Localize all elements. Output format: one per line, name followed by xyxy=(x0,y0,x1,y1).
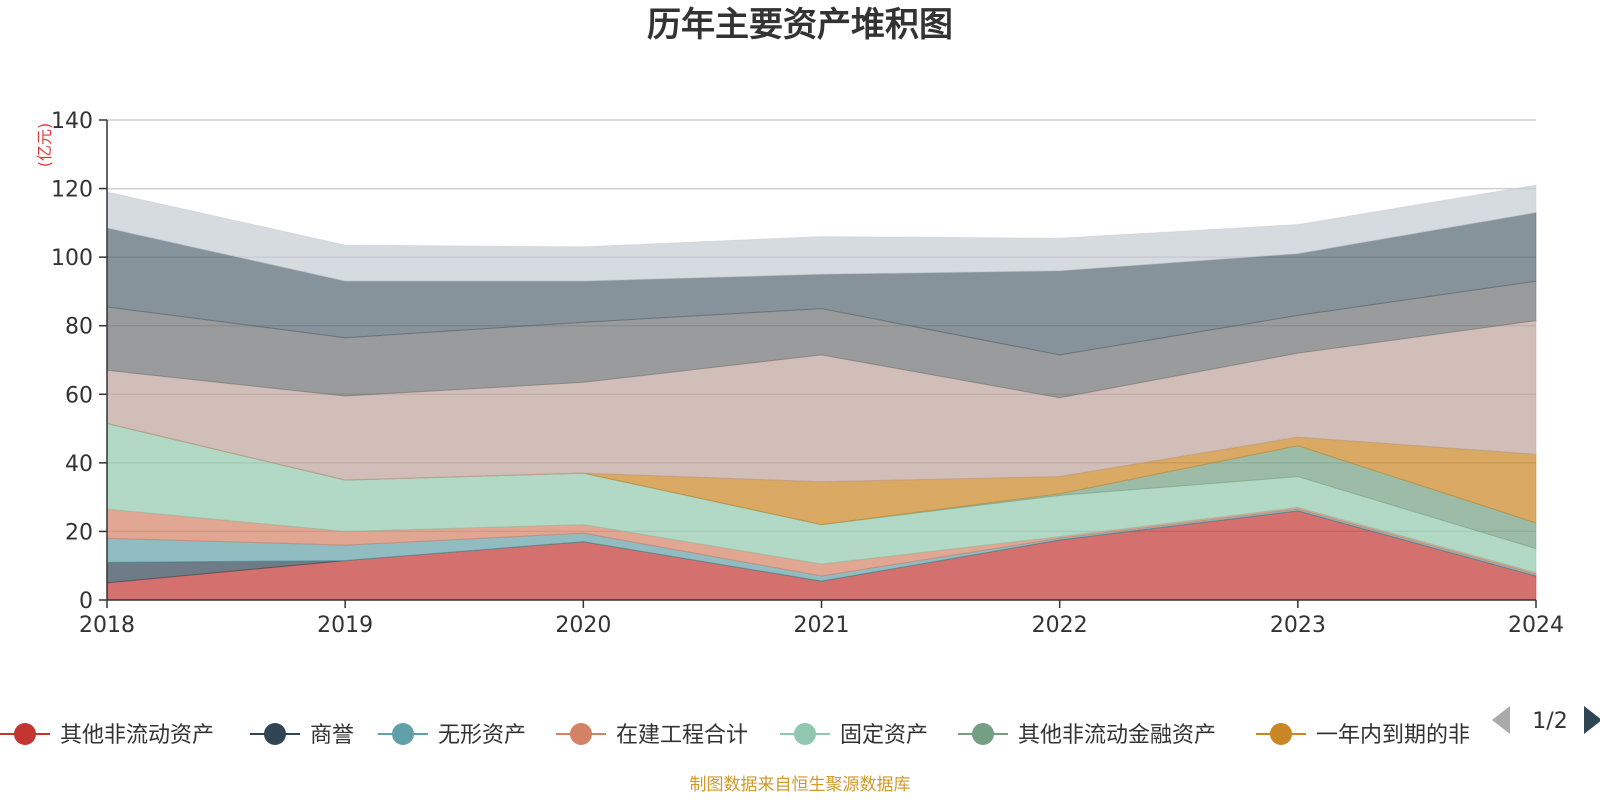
legend-marker-icon xyxy=(972,723,994,745)
x-tick-label: 2022 xyxy=(1032,613,1088,638)
legend-item[interactable]: 固定资产 xyxy=(780,723,928,748)
y-tick-label: 60 xyxy=(65,383,93,408)
legend-next-page-icon[interactable] xyxy=(1584,706,1600,734)
legend-item[interactable]: 一年内到期的非 xyxy=(1256,723,1470,748)
legend-label: 一年内到期的非 xyxy=(1316,723,1470,748)
y-tick-label: 20 xyxy=(65,520,93,545)
legend-marker-icon xyxy=(14,723,36,745)
x-tick-label: 2018 xyxy=(79,613,135,638)
legend-item[interactable]: 无形资产 xyxy=(378,723,526,748)
legend-marker-icon xyxy=(570,723,592,745)
y-tick-label: 100 xyxy=(51,246,93,271)
x-tick-label: 2023 xyxy=(1270,613,1326,638)
x-tick-label: 2024 xyxy=(1508,613,1564,638)
legend-pager: 1/2 xyxy=(1492,706,1600,734)
legend-label: 其他非流动金融资产 xyxy=(1018,723,1216,748)
x-tick-label: 2020 xyxy=(555,613,611,638)
legend-label: 在建工程合计 xyxy=(616,723,748,748)
y-tick-label: 120 xyxy=(51,178,93,203)
legend-item[interactable]: 其他非流动资产 xyxy=(0,723,214,748)
y-axis-unit-label: (亿元) xyxy=(35,123,54,168)
legend-item[interactable]: 其他非流动金融资产 xyxy=(958,723,1216,748)
source-note: 制图数据来自恒生聚源数据库 xyxy=(690,775,911,795)
legend-item[interactable]: 商誉 xyxy=(250,723,354,748)
y-tick-label: 140 xyxy=(51,109,93,134)
legend-item[interactable]: 在建工程合计 xyxy=(556,723,748,748)
legend-label: 固定资产 xyxy=(840,723,928,748)
x-tick-label: 2021 xyxy=(794,613,850,638)
chart-title: 历年主要资产堆积图 xyxy=(647,5,953,45)
axes: 0 20 40 60 80 100 120 140 2018 2019 2020 2021 2022 20… xyxy=(51,109,1564,638)
legend-marker-icon xyxy=(794,723,816,745)
area-series-10 xyxy=(106,184,1537,282)
legend-marker-icon xyxy=(264,723,286,745)
legend-marker-icon xyxy=(1270,723,1292,745)
legend: 其他非流动资产 商誉 无形资产 在建工程合计 固定资产 其他非流动金融资产 一年内到期的非 xyxy=(0,723,1470,748)
legend-page-indicator: 1/2 xyxy=(1532,709,1567,734)
legend-label: 无形资产 xyxy=(438,723,526,748)
legend-marker-icon xyxy=(392,723,414,745)
legend-label: 其他非流动资产 xyxy=(60,723,214,748)
y-tick-label: 0 xyxy=(79,589,93,614)
y-tick-label: 80 xyxy=(65,315,93,340)
series-areas xyxy=(106,184,1537,601)
y-tick-label: 40 xyxy=(65,452,93,477)
legend-label: 商誉 xyxy=(310,723,354,748)
legend-prev-page-icon[interactable] xyxy=(1492,706,1510,734)
x-tick-label: 2019 xyxy=(317,613,373,638)
